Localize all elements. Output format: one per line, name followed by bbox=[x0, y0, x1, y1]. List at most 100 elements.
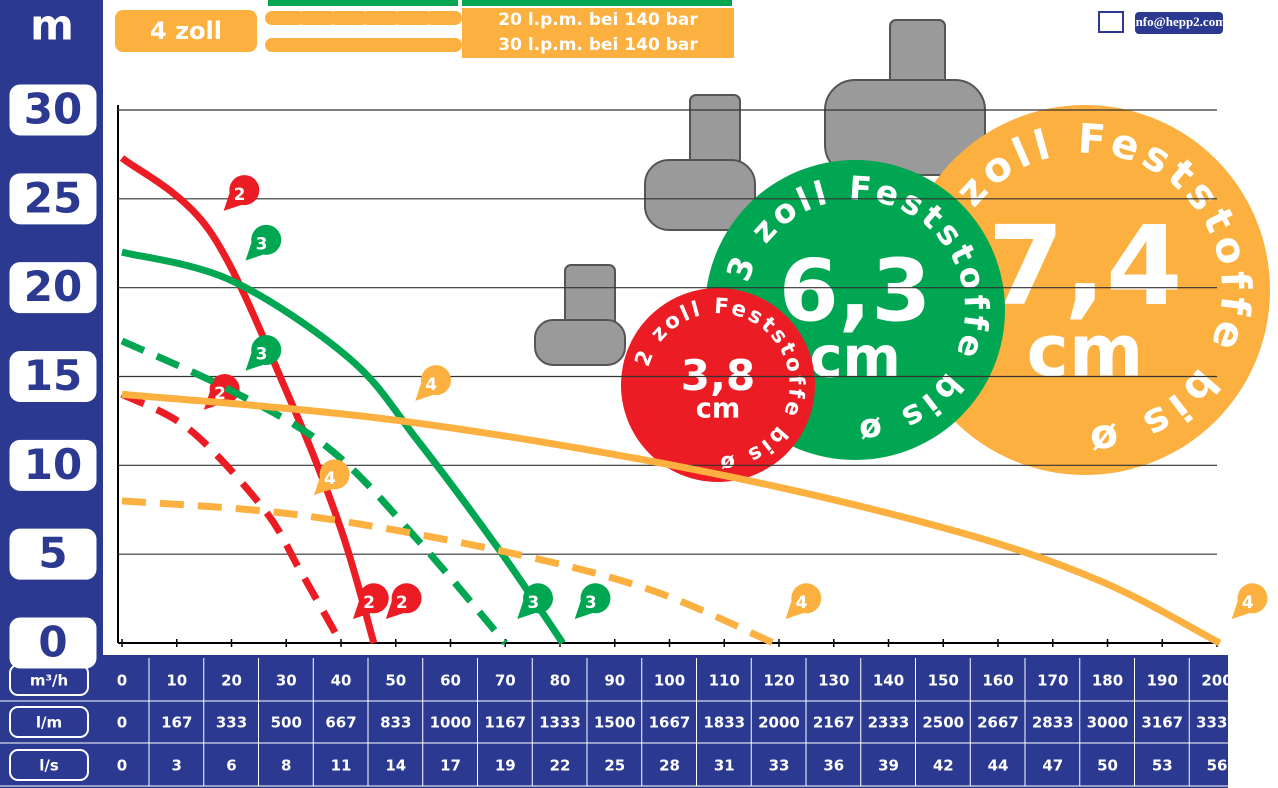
table-cell: 100 bbox=[654, 672, 685, 690]
table-cell: 14 bbox=[385, 757, 406, 775]
y-tick-box bbox=[6, 259, 100, 317]
table-cell: 110 bbox=[709, 672, 740, 690]
series-pin-label: 3 bbox=[585, 593, 597, 613]
callout-unit: cm bbox=[696, 394, 741, 425]
contact-email: info@hepp2.com bbox=[1132, 14, 1226, 29]
unit-label: l/s bbox=[39, 757, 59, 775]
series-pin-label: 2 bbox=[363, 593, 375, 613]
table-cell: 60 bbox=[440, 672, 461, 690]
series-pin bbox=[1231, 583, 1268, 619]
table-cell: 3 bbox=[172, 757, 182, 775]
table-cell: 10 bbox=[166, 672, 187, 690]
legend-strip bbox=[462, 0, 732, 6]
table-cell: 33 bbox=[769, 757, 790, 775]
y-tick-box bbox=[6, 348, 100, 405]
table-cell: 70 bbox=[495, 672, 516, 690]
table-cell: 200 bbox=[1201, 672, 1232, 690]
y-tick-box bbox=[6, 436, 100, 494]
table-cell: 47 bbox=[1042, 757, 1063, 775]
table-cell: 1500 bbox=[594, 714, 636, 732]
series-line bbox=[120, 391, 345, 645]
series-pin bbox=[517, 583, 553, 619]
callout-value: 3,8 bbox=[681, 351, 755, 400]
table-cell: 1167 bbox=[484, 714, 526, 732]
unit-box bbox=[9, 664, 89, 696]
table-cell: 39 bbox=[878, 757, 899, 775]
table-cell: 40 bbox=[331, 672, 352, 690]
series-pin-label: 3 bbox=[256, 235, 268, 255]
series-pin bbox=[313, 459, 350, 496]
table-cell: 28 bbox=[659, 757, 680, 775]
table-cell: 3000 bbox=[1087, 714, 1129, 732]
series-pin bbox=[353, 583, 389, 619]
table-cell: 2333 bbox=[868, 714, 910, 732]
table-cell: 6 bbox=[226, 757, 236, 775]
table-cell: 22 bbox=[550, 757, 571, 775]
series-pin bbox=[223, 175, 260, 211]
table-cell: 30 bbox=[276, 672, 297, 690]
table-cell: 42 bbox=[933, 757, 954, 775]
series-line bbox=[121, 390, 1222, 647]
series-pin-label: 2 bbox=[214, 384, 226, 404]
series-pin-label: 4 bbox=[1242, 593, 1254, 613]
table-cell: 17 bbox=[440, 757, 461, 775]
table-cell: 36 bbox=[823, 757, 844, 775]
series-pin bbox=[785, 583, 822, 619]
series-pin-label: 2 bbox=[396, 593, 408, 613]
table-cell: 11 bbox=[331, 757, 352, 775]
y-tick-box bbox=[6, 614, 100, 672]
callout-value: 7,4 bbox=[988, 202, 1183, 330]
table-cell: 50 bbox=[1097, 757, 1118, 775]
legend-strip bbox=[268, 0, 458, 6]
series-pin-label: 3 bbox=[256, 345, 268, 365]
contact-box bbox=[1135, 12, 1223, 34]
table-cell: 0 bbox=[117, 714, 127, 732]
table-cell: 170 bbox=[1037, 672, 1068, 690]
table-cell: 333 bbox=[216, 714, 247, 732]
table-cell: 160 bbox=[982, 672, 1013, 690]
table-cell: 2500 bbox=[922, 714, 964, 732]
flow-table bbox=[0, 655, 1228, 788]
table-cell: 140 bbox=[873, 672, 904, 690]
table-cell: 1667 bbox=[649, 714, 691, 732]
legend-text: 30 l.p.m. bei 140 bar bbox=[498, 35, 698, 55]
mail-icon bbox=[1098, 11, 1124, 33]
table-cell: 150 bbox=[928, 672, 959, 690]
series-pin-label: 3 bbox=[527, 593, 539, 613]
callout-circle bbox=[621, 288, 815, 482]
table-cell: 0 bbox=[117, 672, 127, 690]
legend-label: 4 zoll bbox=[150, 17, 222, 45]
table-cell: 3167 bbox=[1141, 714, 1183, 732]
callout-unit: cm bbox=[809, 326, 900, 391]
legend-text: 20 l.p.m. bei 140 bar bbox=[498, 10, 698, 30]
table-cell: 190 bbox=[1147, 672, 1178, 690]
table-cell: 31 bbox=[714, 757, 735, 775]
series-pin-label: 2 bbox=[234, 185, 246, 205]
y-tick-box bbox=[6, 525, 100, 583]
series-pin bbox=[574, 583, 611, 619]
y-tick-label: 5 bbox=[38, 529, 67, 578]
table-cell: 833 bbox=[380, 714, 411, 732]
series-pin bbox=[385, 583, 422, 619]
table-cell: 90 bbox=[604, 672, 625, 690]
table-cell: 120 bbox=[763, 672, 794, 690]
unit-box bbox=[9, 749, 89, 781]
series-line bbox=[119, 155, 378, 644]
unit-label: l/m bbox=[36, 714, 62, 732]
series-line bbox=[121, 497, 775, 647]
table-cell: 167 bbox=[161, 714, 192, 732]
legend-box bbox=[115, 10, 257, 52]
table-cell: 500 bbox=[271, 714, 302, 732]
y-tick-label: 25 bbox=[24, 173, 82, 222]
series-pin bbox=[245, 334, 282, 371]
y-tick-label: 0 bbox=[38, 618, 67, 667]
table-cell: 3333 bbox=[1196, 714, 1238, 732]
table-cell: 80 bbox=[550, 672, 571, 690]
table-cell: 130 bbox=[818, 672, 849, 690]
series-pin-label: 4 bbox=[324, 469, 336, 489]
y-tick-label: 30 bbox=[24, 85, 82, 134]
table-cell: 19 bbox=[495, 757, 516, 775]
table-cell: 2833 bbox=[1032, 714, 1074, 732]
